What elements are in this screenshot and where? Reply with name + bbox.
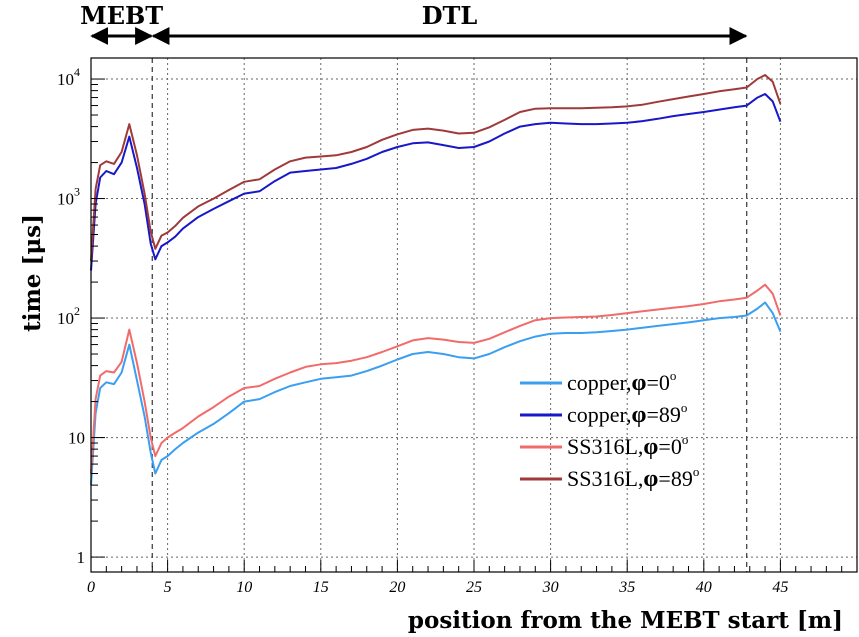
y-tick-exponent: 4: [74, 65, 80, 79]
series-line: [90, 283, 782, 474]
legend-phi-symbol: φ: [643, 466, 658, 492]
y-tick-label: 103: [57, 185, 80, 209]
y-tick-base: 10: [57, 309, 74, 328]
legend: copper,φ=0ocopper,φ=89oSS316L,φ=0oSS316L…: [520, 368, 699, 492]
legend-entry-label: copper,φ=89o: [567, 400, 687, 428]
section-label: DTL: [422, 1, 478, 30]
y-tick-label: 102: [57, 304, 80, 328]
y-tick-base: 1: [77, 548, 86, 567]
section-label: MEBT: [80, 1, 163, 30]
x-tick-label: 15: [313, 579, 329, 596]
legend-series-name: SS316L,: [567, 434, 643, 459]
legend-degree-symbol: o: [682, 432, 689, 447]
y-tick-label: 104: [57, 65, 80, 89]
series-line: [90, 74, 782, 262]
x-tick-label: 0: [87, 579, 95, 596]
y-tick-base: 10: [68, 429, 85, 448]
y-tick-exponent: 2: [74, 304, 80, 318]
y-tick-label: 1: [77, 548, 86, 567]
y-tick-base: 10: [57, 190, 74, 209]
y-axis-title: time [μs]: [19, 214, 46, 332]
x-tick-label: 20: [389, 579, 405, 596]
legend-series-name: SS316L,: [567, 466, 643, 491]
legend-degree-symbol: o: [693, 464, 700, 479]
legend-entry-label: SS316L,φ=0o: [567, 432, 688, 460]
x-axis-ticks: 0 5 10 15 20 25 30 35 40 45: [87, 560, 843, 596]
legend-phi-symbol: φ: [643, 434, 658, 460]
legend-degree-symbol: o: [681, 400, 688, 415]
series-line: [90, 301, 782, 486]
y-tick-exponent: 3: [74, 185, 80, 199]
legend-phi-value: =0: [646, 370, 669, 395]
x-tick-label: 5: [164, 579, 172, 596]
legend-entry-label: SS316L,φ=89o: [567, 464, 699, 492]
legend-series-name: copper,: [567, 370, 631, 395]
x-axis-title: position from the MEBT start [m]: [408, 607, 843, 634]
y-tick-base: 10: [57, 70, 74, 89]
legend-entry-label: copper,φ=0o: [567, 368, 676, 396]
series-lines: [90, 74, 782, 486]
legend-phi-symbol: φ: [631, 402, 646, 428]
legend-phi-symbol: φ: [631, 370, 646, 396]
x-tick-label: 10: [236, 579, 252, 596]
legend-phi-value: =89: [646, 402, 680, 427]
legend-phi-value: =0: [658, 434, 681, 459]
legend-series-name: copper,: [567, 402, 631, 427]
grid: [90, 58, 857, 572]
section-boundary-markers: [151, 58, 748, 572]
x-tick-label: 40: [696, 579, 712, 596]
x-tick-label: 25: [466, 579, 482, 596]
x-tick-label: 35: [618, 579, 635, 596]
legend-degree-symbol: o: [670, 368, 677, 383]
section-annotations: MEBT DTL: [80, 1, 748, 45]
x-tick-label: 45: [772, 579, 788, 596]
legend-phi-value: =89: [658, 466, 692, 491]
y-tick-label: 10: [68, 429, 85, 448]
x-tick-label: 30: [542, 579, 559, 596]
series-line: [90, 93, 782, 271]
